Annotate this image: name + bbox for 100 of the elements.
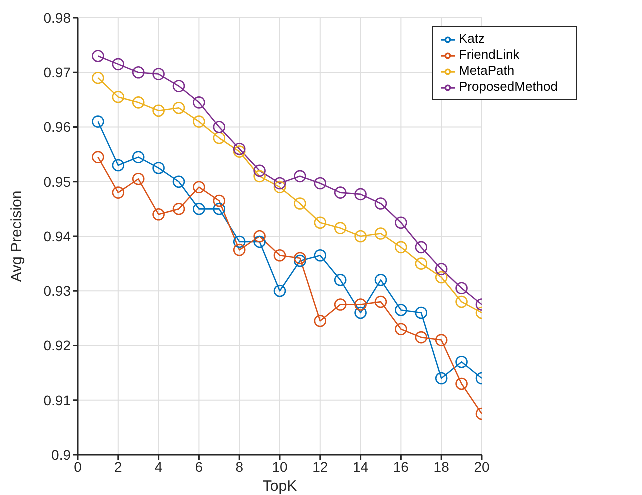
point xyxy=(435,334,448,346)
x-tick-label: 12 xyxy=(312,458,328,475)
point xyxy=(213,132,226,144)
point xyxy=(213,203,226,216)
point xyxy=(172,80,186,92)
y-tick-label: 0.91 xyxy=(44,392,72,408)
point xyxy=(254,236,266,248)
point xyxy=(374,296,388,308)
point xyxy=(395,241,408,254)
y-tick-label: 0.98 xyxy=(44,10,72,26)
point xyxy=(294,198,306,210)
point xyxy=(172,176,186,188)
x-tick-label: 2 xyxy=(114,458,122,475)
point xyxy=(374,274,388,286)
point xyxy=(152,104,165,118)
point xyxy=(456,282,468,295)
x-tick-label: 10 xyxy=(272,458,288,475)
x-tick-label: 18 xyxy=(434,458,450,475)
y-tick-label: 0.93 xyxy=(44,283,72,300)
point xyxy=(456,356,468,368)
point xyxy=(294,254,306,268)
point xyxy=(193,116,206,128)
point xyxy=(435,263,448,276)
point xyxy=(233,244,246,256)
point xyxy=(152,162,165,174)
point xyxy=(374,198,388,210)
point xyxy=(92,72,104,84)
point xyxy=(314,177,327,190)
point xyxy=(395,323,408,336)
point xyxy=(172,203,186,216)
point xyxy=(294,170,306,183)
point xyxy=(274,284,286,298)
point xyxy=(132,151,145,164)
point xyxy=(132,66,145,79)
x-tick-label: 6 xyxy=(195,458,204,475)
point xyxy=(112,159,125,172)
point xyxy=(92,50,104,62)
point xyxy=(92,116,104,128)
point xyxy=(456,378,468,390)
x-tick-label: 14 xyxy=(353,458,369,475)
point xyxy=(415,331,428,344)
point xyxy=(374,228,388,240)
point xyxy=(334,222,347,234)
point xyxy=(314,249,327,262)
point xyxy=(233,146,246,158)
x-tick-label: 4 xyxy=(154,458,163,475)
point xyxy=(435,271,448,284)
point xyxy=(213,194,226,208)
point xyxy=(193,203,206,216)
point xyxy=(233,142,246,156)
point xyxy=(415,306,428,320)
x-tick-label: 16 xyxy=(393,458,410,475)
point xyxy=(334,186,347,199)
point xyxy=(152,208,165,221)
point xyxy=(415,258,428,270)
point xyxy=(354,298,367,311)
legend-label: FriendLink xyxy=(458,47,520,62)
point xyxy=(314,315,327,328)
x-tick-label: 20 xyxy=(474,458,490,475)
x-axis-title: TopK xyxy=(262,478,298,495)
point xyxy=(193,181,206,194)
point xyxy=(233,236,246,248)
point xyxy=(334,274,347,286)
point xyxy=(254,230,266,243)
point xyxy=(274,177,286,190)
point xyxy=(354,188,367,201)
point xyxy=(112,58,125,71)
point xyxy=(314,216,327,229)
legend-label: MetaPath xyxy=(458,63,515,78)
y-tick-label: 0.97 xyxy=(44,64,72,81)
point xyxy=(274,249,286,262)
point xyxy=(112,186,125,199)
point xyxy=(415,241,428,254)
x-tick-label: 8 xyxy=(236,458,244,475)
y-tick-label: 0.9 xyxy=(52,446,72,463)
point xyxy=(254,170,266,183)
point xyxy=(172,102,186,114)
point xyxy=(456,296,468,308)
point xyxy=(395,216,408,229)
point xyxy=(152,68,165,80)
point xyxy=(132,172,145,186)
point xyxy=(274,181,286,194)
y-tick-label: 0.95 xyxy=(44,174,72,190)
legend-label: Katz xyxy=(458,31,485,46)
y-axis-title: Avg Precision xyxy=(8,190,26,282)
y-tick-label: 0.92 xyxy=(44,338,72,354)
point xyxy=(395,304,408,316)
point xyxy=(254,164,266,178)
point xyxy=(354,306,367,320)
point xyxy=(213,121,226,134)
y-tick-label: 0.96 xyxy=(44,119,72,136)
point xyxy=(294,252,306,264)
point xyxy=(354,230,367,243)
point xyxy=(132,96,145,109)
point xyxy=(334,298,347,311)
point xyxy=(112,91,125,104)
x-tick-label: 0 xyxy=(74,458,82,475)
point xyxy=(92,151,104,164)
legend-label: ProposedMethod xyxy=(458,79,558,94)
point xyxy=(193,96,206,109)
